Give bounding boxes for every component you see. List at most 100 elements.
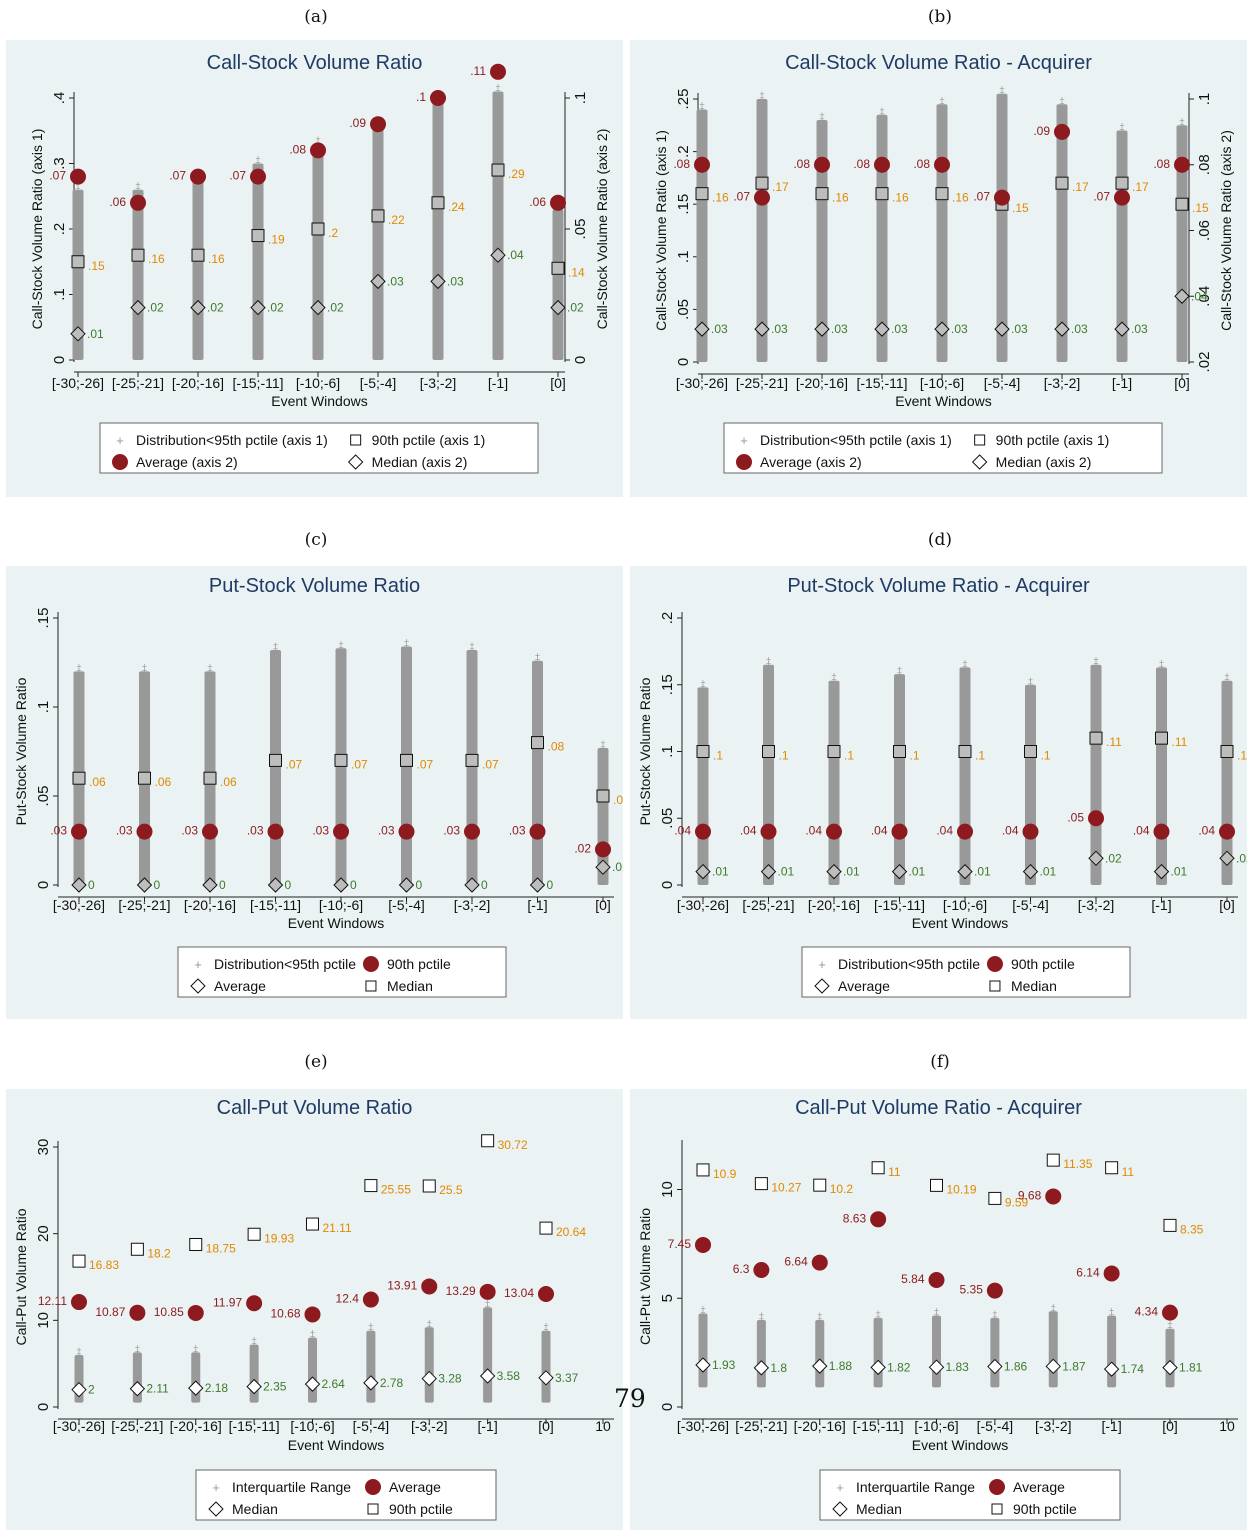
p90-marker	[401, 754, 413, 766]
p90-marker	[252, 230, 264, 242]
average-label: .03	[247, 824, 264, 838]
p90-marker	[931, 1179, 943, 1191]
p90-marker	[372, 210, 384, 222]
average-marker	[1174, 157, 1190, 173]
average-label: .03	[50, 824, 67, 838]
p90-label: .1	[1237, 749, 1247, 763]
p90-marker	[73, 1255, 85, 1267]
legend-label: Average	[214, 978, 266, 994]
p90-label: .1	[844, 749, 854, 763]
distribution-column	[1025, 685, 1036, 885]
average-marker	[826, 824, 842, 840]
y2-tick-label: .06	[1196, 220, 1213, 241]
p90-marker	[828, 746, 840, 758]
p90-marker	[696, 188, 708, 200]
x-tick-label: [-10;-6]	[943, 897, 987, 913]
legend-square-symbol	[351, 435, 361, 445]
y-tick-label: 10	[659, 1181, 676, 1198]
p90-label: .17	[1072, 180, 1089, 194]
x-tick-label: [-10;-6]	[319, 897, 363, 913]
legend-label: Average	[389, 1479, 441, 1495]
distribution-plus-mark: +	[1224, 683, 1229, 693]
y-tick-label: 5	[659, 1294, 676, 1302]
median-label: 1.81	[1179, 1361, 1203, 1375]
x-tick-label: [0]	[1174, 375, 1190, 391]
p90-label: 30.72	[498, 1138, 528, 1152]
p90-label: 11	[1122, 1165, 1135, 1179]
p90-marker	[756, 177, 768, 189]
legend-label: Average (axis 2)	[760, 454, 862, 470]
p90-marker	[335, 754, 347, 766]
legend-plus-symbol: +	[740, 433, 748, 448]
legend-plus-symbol: +	[836, 1480, 844, 1495]
x-tick-label: [-15;-11]	[853, 1418, 904, 1434]
average-marker	[129, 1305, 145, 1321]
average-label: 12.4	[336, 1292, 360, 1306]
median-label: 2.11	[146, 1382, 169, 1396]
p90-label: 10.9	[713, 1167, 737, 1181]
y-axis-title: Put-Stock Volume Ratio	[13, 677, 29, 825]
p90-label: .16	[712, 191, 729, 205]
median-label: .04	[1191, 289, 1208, 303]
p90-marker	[1090, 732, 1102, 744]
average-label: .05	[1067, 810, 1084, 824]
average-label: .09	[1033, 124, 1050, 138]
distribution-plus-mark: +	[699, 112, 704, 122]
distribution-plus-mark: +	[766, 667, 771, 677]
median-label: 1.8	[770, 1361, 787, 1375]
average-label: 9.68	[1018, 1188, 1042, 1202]
y-tick-label: .05	[675, 299, 692, 320]
chart-title: Call-Stock Volume Ratio	[207, 52, 423, 74]
p90-marker	[1221, 746, 1233, 758]
p90-marker	[814, 1179, 826, 1191]
panel-b-label: (b)	[928, 7, 952, 27]
average-marker	[202, 824, 218, 840]
average-label: 10.87	[95, 1305, 125, 1319]
distribution-plus-mark: +	[600, 750, 605, 760]
p90-marker	[204, 772, 216, 784]
legend-label: 90th pctile	[1013, 1501, 1077, 1517]
distribution-plus-mark: +	[535, 663, 540, 673]
x-tick-label: [-30;-26]	[52, 375, 104, 391]
distribution-plus-mark: +	[875, 1320, 880, 1330]
distribution-column	[894, 674, 905, 885]
average-marker	[421, 1278, 437, 1294]
average-label: .04	[1133, 824, 1150, 838]
median-label: .01	[974, 865, 991, 879]
x-tick-label: [-5;-4]	[353, 1418, 390, 1434]
p90-label: .16	[148, 252, 165, 266]
p90-label: .06	[155, 775, 172, 789]
x-tick-label: [0]	[550, 375, 566, 391]
average-marker	[1045, 1188, 1061, 1204]
p90-label: .11	[1106, 735, 1122, 749]
p90-marker	[763, 746, 775, 758]
median-label: .03	[1011, 322, 1028, 336]
distribution-plus-mark: +	[939, 106, 944, 116]
chart-put-stock: Put-Stock Volume Ratio0.05.1.15Put-Stock…	[6, 566, 623, 1019]
distribution-column	[960, 667, 971, 885]
y-axis-title: Call-Put Volume Ratio	[13, 1208, 29, 1345]
x-tick-label: [-1]	[527, 897, 547, 913]
p90-label: .2	[328, 226, 338, 240]
average-label: .04	[1198, 824, 1215, 838]
legend-plus-symbol: +	[194, 957, 202, 972]
y2-tick-label: .05	[572, 219, 589, 240]
chart-panel-b: Call-Stock Volume Ratio - Acquirer 0.05.1…	[630, 40, 1247, 497]
chart-title: Put-Stock Volume Ratio	[209, 575, 420, 597]
legend-circle-symbol	[736, 454, 752, 470]
panel-a-label: (a)	[304, 7, 327, 27]
median-label: 1.88	[829, 1359, 853, 1373]
chart-panel-d: Put-Stock Volume Ratio - Acquirer 0.05.1.…	[630, 566, 1247, 1019]
y-tick-label: .15	[675, 194, 692, 215]
x-tick-label: [0]	[1219, 897, 1235, 913]
average-marker	[188, 1305, 204, 1321]
y-tick-label: 0	[659, 1403, 676, 1411]
p90-marker	[432, 197, 444, 209]
p90-marker	[466, 754, 478, 766]
x-tick-label: [-30;-26]	[677, 1418, 729, 1434]
legend-label: Median	[387, 978, 433, 994]
x-tick-label: [-30;-26]	[677, 897, 729, 913]
p90-marker	[139, 772, 151, 784]
y-tick-label: .15	[35, 608, 52, 629]
p90-label: 10.19	[947, 1182, 977, 1196]
